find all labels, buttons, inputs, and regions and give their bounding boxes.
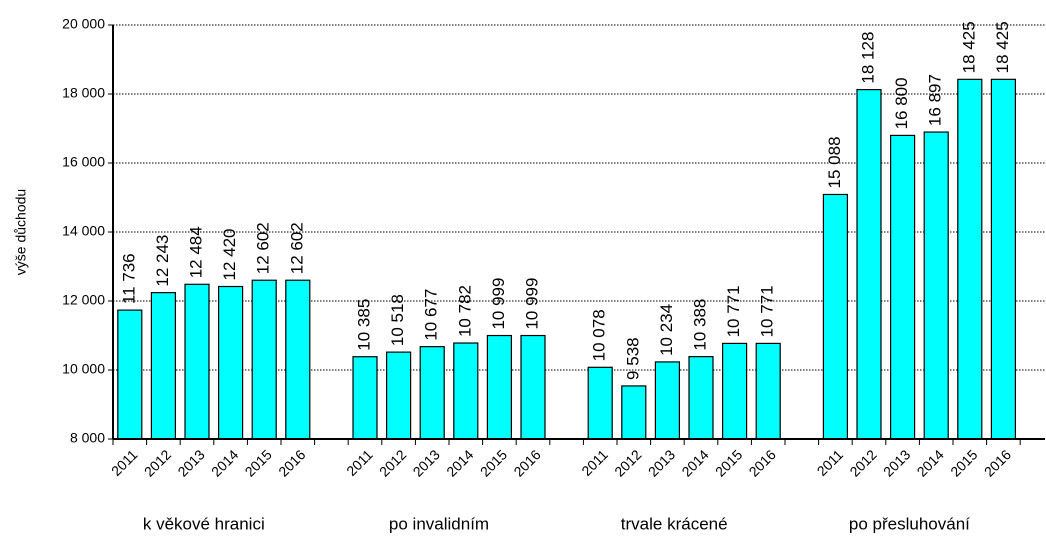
value-label: 12 484 (186, 226, 205, 278)
x-tick-label: 2015 (477, 446, 510, 479)
bar (184, 283, 210, 440)
bar (621, 385, 647, 440)
group-label: po přesluhování (849, 514, 970, 533)
group-label: po invalidním (389, 514, 489, 533)
x-tick-label: 2015 (947, 446, 980, 479)
x-tick-label: 2011 (343, 446, 376, 479)
x-tick-label: 2013 (174, 446, 207, 479)
bar (419, 346, 445, 440)
value-label: 10 999 (489, 278, 508, 330)
x-tick-label: 2014 (914, 446, 947, 479)
x-tick-label: 2016 (510, 446, 543, 479)
bar (587, 366, 613, 440)
group-label: k věkové hranici (143, 514, 265, 533)
bar (285, 279, 311, 440)
y-tick-label: 10 000 (62, 361, 105, 377)
y-tick-label: 20 000 (62, 16, 105, 32)
value-label: 16 897 (926, 74, 945, 126)
x-tick-label: 2015 (242, 446, 275, 479)
value-label: 9 538 (623, 337, 642, 380)
group-label: trvale krácené (621, 514, 728, 533)
x-tick-label: 2016 (981, 446, 1014, 479)
value-label: 10 782 (455, 285, 474, 337)
value-label: 10 388 (690, 299, 709, 351)
value-label: 12 420 (220, 229, 239, 281)
y-axis-label: výše důchodu (13, 189, 29, 275)
bar (990, 78, 1017, 440)
bar (822, 193, 849, 440)
bar (486, 334, 512, 440)
value-label: 10 771 (724, 285, 743, 337)
x-tick-label: 2016 (275, 446, 308, 479)
value-label: 16 800 (892, 77, 911, 129)
bar (923, 131, 949, 440)
value-label: 18 425 (993, 21, 1012, 73)
x-tick-label: 2013 (880, 446, 913, 479)
bar (957, 78, 983, 440)
x-tick-label: 2012 (376, 446, 409, 479)
bar (453, 342, 479, 440)
x-tick-label: 2014 (208, 446, 241, 479)
bar (150, 292, 176, 440)
bar (520, 334, 546, 440)
value-label: 10 999 (522, 278, 541, 330)
value-label: 18 425 (959, 21, 978, 73)
y-tick-label: 12 000 (62, 292, 105, 308)
bar (856, 88, 882, 440)
bar (889, 134, 916, 440)
bar (352, 356, 378, 440)
bar (218, 285, 244, 440)
value-label: 10 234 (657, 304, 676, 356)
value-label: 15 088 (825, 136, 844, 188)
bar (251, 279, 277, 440)
x-tick-label: 2014 (678, 446, 711, 479)
value-label: 10 677 (422, 289, 441, 341)
bar (688, 356, 714, 440)
value-label: 10 078 (590, 309, 609, 361)
x-tick-label: 2014 (443, 446, 476, 479)
value-label: 10 518 (388, 294, 407, 346)
value-label: 18 128 (858, 32, 877, 84)
x-tick-label: 2011 (578, 446, 611, 479)
x-tick-label: 2013 (645, 446, 678, 479)
y-tick-label: 14 000 (62, 223, 105, 239)
x-tick-label: 2012 (846, 446, 879, 479)
x-tick-label: 2011 (108, 446, 141, 479)
y-tick-label: 18 000 (62, 85, 105, 101)
x-tick-label: 2016 (746, 446, 779, 479)
x-tick-label: 2012 (611, 446, 644, 479)
value-label: 12 602 (287, 222, 306, 274)
y-tick-label: 8 000 (70, 430, 105, 446)
bar (386, 351, 412, 440)
bar (654, 361, 681, 440)
value-label: 10 385 (354, 299, 373, 351)
value-label: 12 602 (254, 222, 273, 274)
value-label: 12 243 (153, 235, 172, 287)
x-tick-label: 2013 (410, 446, 443, 479)
x-tick-label: 2012 (141, 446, 174, 479)
bar (117, 309, 143, 440)
y-tick-label: 16 000 (62, 154, 105, 170)
bar (721, 342, 748, 440)
value-label: 11 736 (119, 253, 138, 304)
bar (755, 342, 781, 440)
x-tick-label: 2015 (712, 446, 745, 479)
x-tick-label: 2011 (814, 446, 847, 479)
value-label: 10 771 (758, 285, 777, 337)
